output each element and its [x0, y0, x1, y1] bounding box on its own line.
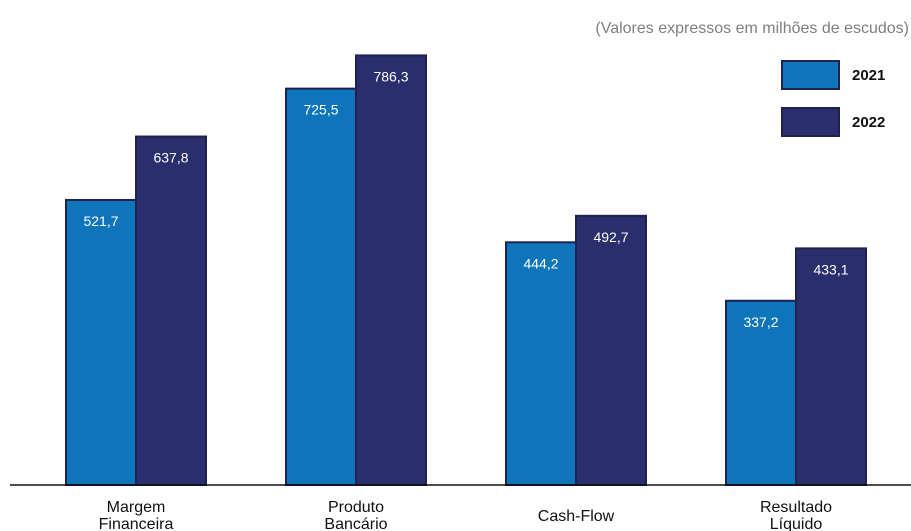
legend-label-2022: 2022 — [852, 114, 885, 131]
bar-value-label-2021-3: 337,2 — [743, 314, 778, 330]
bars-group: 521,7 725,5 444,2 337,2 637,8 786,3 492,7 433,1 — [65, 54, 867, 486]
legend-swatch-2022 — [781, 107, 840, 137]
bar-2021-1 — [285, 87, 357, 486]
bar-2022-2 — [575, 214, 647, 486]
bar-2021-0 — [65, 198, 137, 486]
units-note: (Valores expressos em milhões de escudos… — [595, 20, 909, 37]
bar-value-label-2021-0: 521,7 — [83, 213, 118, 229]
bar-value-label-2021-1: 725,5 — [303, 102, 338, 118]
bar-value-label-2022-3: 433,1 — [813, 261, 848, 277]
bar-value-label-2022-2: 492,7 — [593, 229, 628, 245]
bar-value-label-2021-2: 444,2 — [523, 255, 558, 271]
bar-2022-1 — [355, 54, 427, 486]
bar-value-label-2022-1: 786,3 — [373, 68, 408, 84]
category-labels: Margem Financeira Produto Bancário Cash-Flow… — [99, 499, 832, 531]
category-label-0: Margem Financeira — [99, 499, 174, 531]
bar-2022-0 — [135, 135, 207, 486]
category-label-3: Resultado Líquido — [760, 499, 832, 531]
bar-2021-2 — [505, 241, 577, 486]
legend: 2021 2022 — [781, 60, 885, 137]
category-label-1: Produto Bancário — [324, 499, 387, 531]
category-label-2: Cash-Flow — [538, 508, 615, 525]
legend-label-2021: 2021 — [852, 67, 885, 84]
legend-swatch-2021 — [781, 60, 840, 90]
bar-value-label-2022-0: 637,8 — [153, 150, 188, 166]
bar-2022-3 — [795, 247, 867, 486]
